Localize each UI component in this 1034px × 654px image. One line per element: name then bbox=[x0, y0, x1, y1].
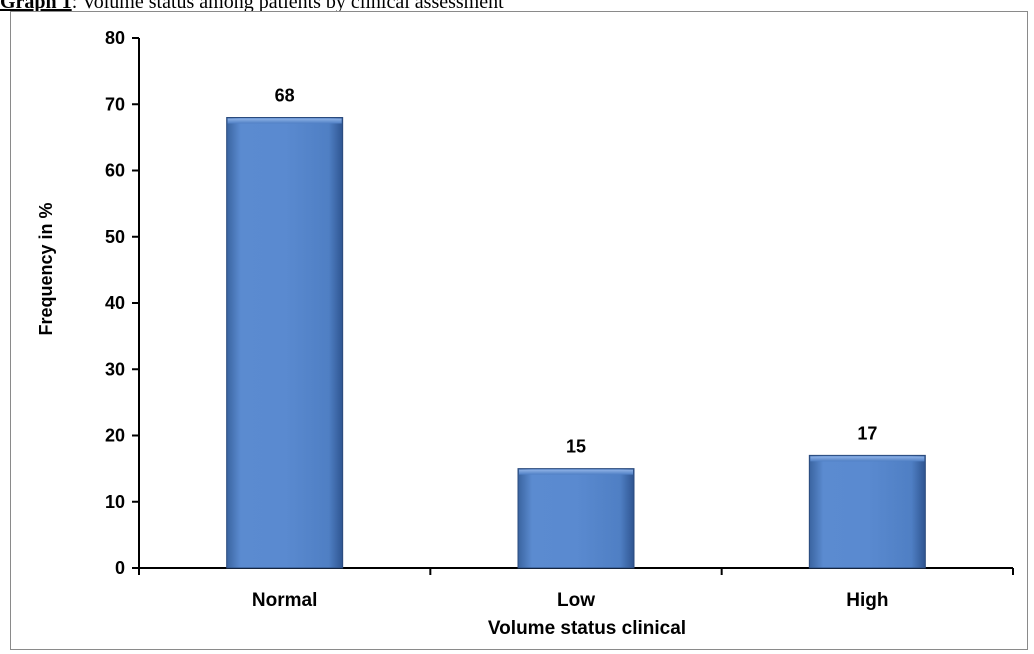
figure-caption: Graph 1: Volume status among patients by… bbox=[0, 0, 1030, 12]
data-label: 15 bbox=[566, 437, 586, 457]
x-tick-label: High bbox=[846, 590, 888, 611]
data-label: 17 bbox=[857, 423, 877, 443]
caption-text: : Volume status among patients by clinic… bbox=[71, 0, 504, 12]
bar-high bbox=[808, 454, 926, 569]
chart-frame: 0 10 20 30 40 50 60 70 80 Normal Low High 68 15 17 F… bbox=[10, 11, 1028, 650]
y-axis: 0 10 20 30 40 50 60 70 80 bbox=[105, 28, 140, 578]
y-tick-label: 40 bbox=[105, 293, 125, 313]
x-axis: Normal Low High bbox=[138, 567, 1014, 611]
y-tick-label: 0 bbox=[115, 558, 125, 578]
data-labels: 68 15 17 bbox=[275, 86, 878, 457]
x-tick-label: Low bbox=[557, 590, 595, 611]
bar-highlight bbox=[810, 456, 925, 462]
bar-low bbox=[517, 468, 635, 569]
y-tick-label: 50 bbox=[105, 227, 125, 247]
bar-chart: 0 10 20 30 40 50 60 70 80 Normal Low High 68 15 17 F… bbox=[36, 28, 1014, 639]
y-tick-label: 80 bbox=[105, 28, 125, 48]
x-tick-label: Normal bbox=[252, 590, 317, 611]
y-tick-label: 20 bbox=[105, 426, 125, 446]
x-axis-title: Volume status clinical bbox=[488, 618, 686, 639]
y-tick-label: 60 bbox=[105, 161, 125, 181]
bar-highlight bbox=[519, 469, 633, 475]
y-tick-label: 70 bbox=[105, 94, 125, 114]
bar-highlight bbox=[227, 118, 342, 124]
y-axis-title: Frequency in % bbox=[36, 202, 56, 335]
y-tick-label: 30 bbox=[105, 359, 125, 379]
bars bbox=[226, 117, 926, 569]
y-tick-label: 10 bbox=[105, 492, 125, 512]
caption-lead: Graph 1 bbox=[0, 0, 72, 12]
bar-normal bbox=[226, 117, 344, 569]
data-label: 68 bbox=[275, 86, 295, 106]
